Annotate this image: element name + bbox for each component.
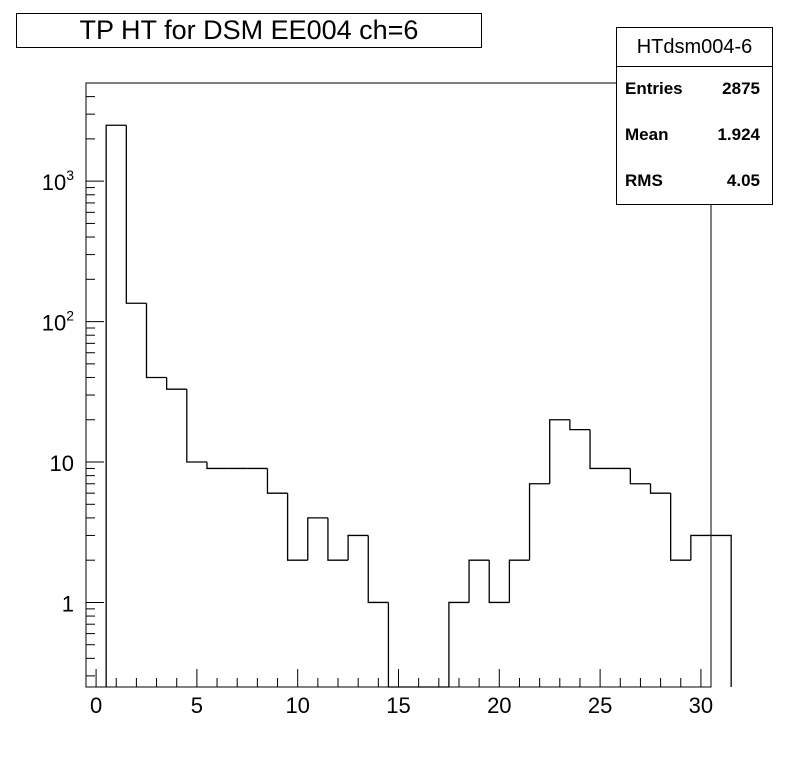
histogram-bars — [105, 124, 732, 688]
histogram-bin — [286, 493, 308, 561]
stats-mean-value: 1.924 — [717, 125, 760, 144]
histogram-bin — [549, 419, 570, 484]
x-tick-label: 25 — [588, 693, 612, 718]
histogram-bin — [145, 303, 167, 379]
stats-mean-row: Mean 1.924 — [617, 113, 772, 159]
chart-title: TP HT for DSM EE004 ch=6 — [16, 13, 482, 48]
histogram-bin — [508, 559, 530, 603]
histogram-bin — [528, 483, 550, 561]
histogram-bin — [387, 602, 409, 688]
histogram-bin — [206, 462, 228, 470]
x-tick-label: 20 — [487, 693, 511, 718]
histogram-bin — [347, 534, 369, 561]
y-tick-label: 102 — [42, 308, 74, 336]
stats-entries-value: 2875 — [722, 79, 760, 98]
stats-rms-label: RMS — [625, 171, 663, 190]
y-tick-label: 10 — [50, 451, 74, 476]
histogram-bin — [468, 559, 490, 603]
histogram-bin — [690, 534, 711, 561]
stats-mean-label: Mean — [625, 125, 669, 144]
histogram-bin — [165, 377, 187, 390]
histogram-bin — [125, 125, 147, 304]
axis-ticks — [86, 82, 702, 687]
stats-rms-value: 4.05 — [726, 171, 760, 190]
y-tick-label: 1 — [62, 591, 74, 616]
histogram-bin — [307, 517, 328, 561]
x-tick-label: 30 — [689, 693, 713, 718]
stats-box: HTdsm004-6 Entries 2875 Mean 1.924 RMS 4… — [616, 27, 773, 205]
x-tick-label: 5 — [191, 693, 203, 718]
stats-entries-label: Entries — [625, 79, 683, 98]
histogram-bin — [649, 483, 671, 494]
histogram-bin — [448, 601, 470, 687]
histogram-bin — [569, 419, 591, 431]
tick-labels: 0 5 10 15 20 25 30 1 10 102 103 — [42, 167, 713, 718]
histogram-bin — [711, 534, 732, 687]
histogram-bin — [105, 124, 127, 687]
histogram-bin — [367, 535, 389, 604]
stats-entries-row: Entries 2875 — [617, 67, 772, 113]
stats-histogram-name: HTdsm004-6 — [617, 28, 772, 67]
y-tick-label: 103 — [42, 167, 74, 195]
histogram-bin — [488, 560, 510, 604]
histogram-bin — [266, 468, 288, 494]
histogram-bin — [186, 389, 207, 463]
x-tick-label: 0 — [90, 693, 102, 718]
histogram-bin — [629, 468, 651, 485]
histogram-bin — [670, 493, 691, 561]
stats-rms-row: RMS 4.05 — [617, 159, 772, 205]
x-tick-label: 15 — [386, 693, 410, 718]
histogram-bin — [589, 429, 611, 470]
histogram-bin — [327, 517, 349, 561]
x-tick-label: 10 — [285, 693, 309, 718]
